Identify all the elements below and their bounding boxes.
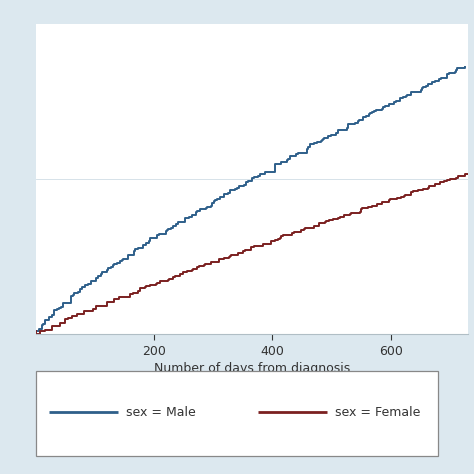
Text: sex = Male: sex = Male xyxy=(126,406,196,419)
Text: sex = Female: sex = Female xyxy=(335,406,420,419)
FancyBboxPatch shape xyxy=(36,371,438,456)
X-axis label: Number of days from diagnosis: Number of days from diagnosis xyxy=(154,362,350,375)
